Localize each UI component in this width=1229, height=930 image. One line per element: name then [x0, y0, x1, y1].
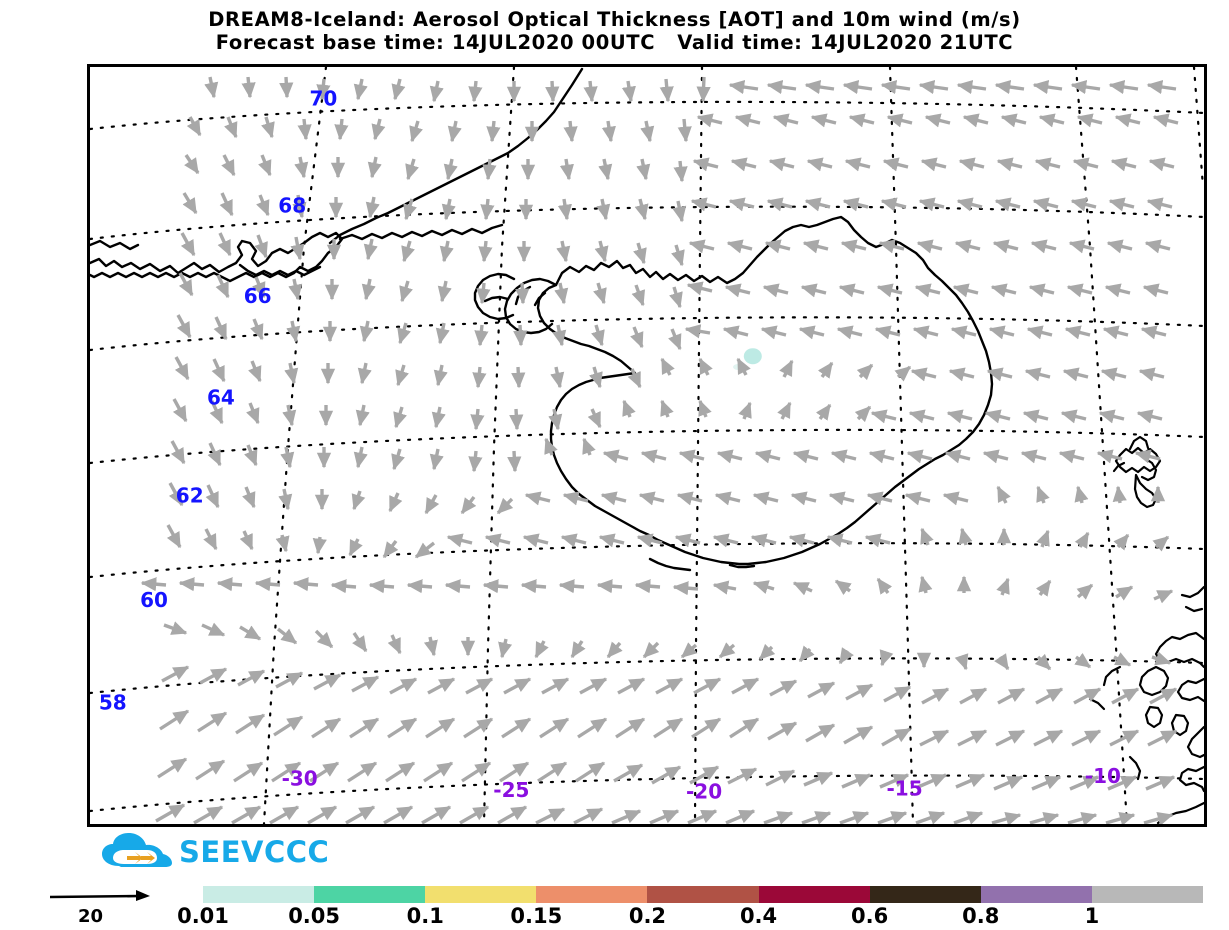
- wind-vector-field: [140, 76, 1179, 824]
- lon-label-30: -30: [282, 767, 318, 791]
- colorbar-tick-labels: 0.01 0.05 0.1 0.15 0.2 0.4 0.6 0.8 1: [177, 904, 1203, 930]
- colorbar-label-0.1: 0.1: [406, 904, 444, 928]
- graticule-meridians: [262, 67, 1204, 824]
- map-canvas[interactable]: 70 68 66 64 62 60 58 -30 -25 -20 -15 -10: [90, 67, 1204, 824]
- colorbar-segment-7: [980, 886, 1092, 903]
- wind-scale-key: 20: [48, 888, 168, 928]
- map-panel[interactable]: 70 68 66 64 62 60 58 -30 -25 -20 -15 -10: [87, 64, 1207, 827]
- colorbar-segment-6: [869, 886, 981, 903]
- lat-label-62: 62: [176, 483, 204, 507]
- title-line-2: Forecast base time: 14JUL2020 00UTC Vali…: [215, 31, 1014, 54]
- colorbar-label-0.8: 0.8: [962, 904, 1000, 928]
- lat-label-66: 66: [244, 284, 272, 308]
- aot-colorbar[interactable]: 0.01 0.05 0.1 0.15 0.2 0.4 0.6 0.8 1: [177, 886, 1203, 930]
- colorbar-label-0.6: 0.6: [851, 904, 889, 928]
- colorbar-segment-2: [425, 886, 537, 903]
- cloud-icon: [102, 833, 172, 867]
- colorbar-segment-5: [758, 886, 870, 903]
- seevccc-logo-text: SEEVCCC: [179, 835, 330, 869]
- title-line-1: DREAM8-Iceland: Aerosol Optical Thicknes…: [208, 8, 1021, 31]
- latitude-labels: 70 68 66 64 62 60 58: [99, 87, 337, 715]
- colorbar-label-1: 1: [1084, 904, 1100, 928]
- wind-scale-value: 20: [78, 906, 104, 927]
- colorbar-label-0.2: 0.2: [628, 904, 667, 928]
- colorbar-segment-4: [647, 886, 759, 903]
- colorbar-gradient-strip[interactable]: [203, 886, 1203, 903]
- lon-label-15: -15: [887, 776, 923, 800]
- coastline-iceland: [473, 215, 994, 572]
- colorbar-label-0.4: 0.4: [739, 904, 778, 928]
- aot-plume-patch: [733, 348, 762, 370]
- lat-label-70: 70: [310, 87, 338, 111]
- lon-label-20: -20: [686, 779, 722, 803]
- colorbar-label-0.01: 0.01: [177, 904, 229, 928]
- longitude-labels: -30 -25 -20 -15 -10: [282, 764, 1121, 803]
- lat-label-64: 64: [207, 386, 235, 410]
- lon-label-10: -10: [1085, 764, 1121, 788]
- colorbar-label-0.15: 0.15: [510, 904, 563, 928]
- lon-label-25: -25: [493, 778, 529, 802]
- colorbar-segment-0: [203, 886, 315, 903]
- colorbar-label-0.05: 0.05: [288, 904, 341, 928]
- colorbar-segment-3: [536, 886, 648, 903]
- colorbar-segment-1: [314, 886, 426, 903]
- lat-label-68: 68: [278, 193, 306, 217]
- lat-label-60: 60: [140, 588, 168, 612]
- chart-title-block: DREAM8-Iceland: Aerosol Optical Thicknes…: [0, 8, 1229, 54]
- wind-reference-arrow-icon: [49, 890, 150, 901]
- colorbar-segment-8: [1091, 886, 1203, 903]
- lat-label-58: 58: [99, 691, 127, 715]
- seevccc-logo[interactable]: SEEVCCC: [99, 832, 329, 874]
